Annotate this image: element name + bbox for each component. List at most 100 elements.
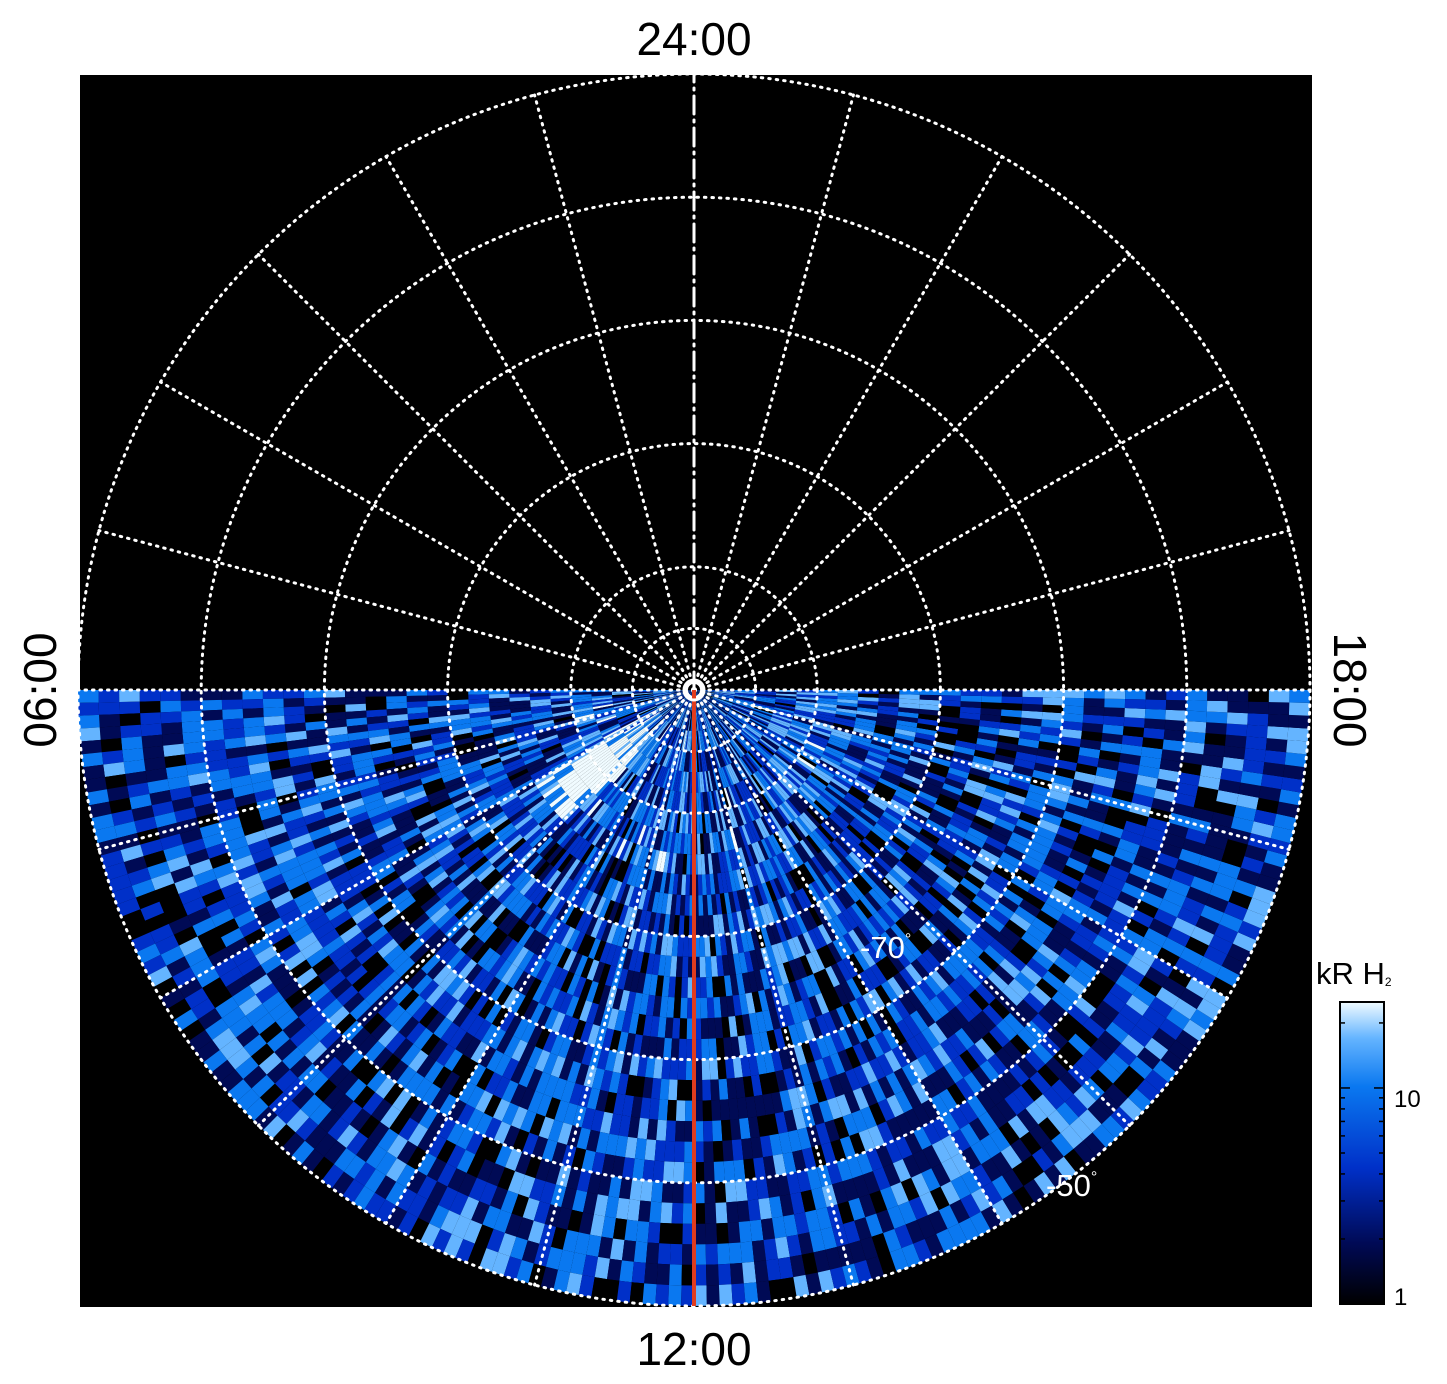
- emission-cell: [475, 1135, 494, 1159]
- emission-cell: [398, 1117, 419, 1141]
- emission-cell: [522, 792, 543, 808]
- emission-cell: [592, 982, 605, 1005]
- emission-cell: [559, 732, 580, 743]
- emission-cell: [528, 763, 549, 776]
- emission-cell: [254, 788, 277, 803]
- emission-cell: [438, 995, 459, 1018]
- emission-cell: [592, 700, 613, 705]
- emission-cell: [561, 880, 577, 901]
- emission-cell: [1144, 708, 1166, 720]
- emission-cell: [641, 804, 652, 825]
- emission-cell: [1185, 710, 1207, 723]
- emission-cell: [518, 1174, 536, 1198]
- emission-cell: [476, 864, 496, 883]
- emission-cell: [644, 761, 656, 781]
- emission-cell: [610, 880, 623, 902]
- emission-cell: [525, 854, 543, 874]
- emission-cell: [426, 1011, 446, 1034]
- emission-cell: [411, 740, 433, 750]
- emission-cell: [286, 825, 310, 841]
- emission-cell: [635, 802, 647, 823]
- emission-cell: [743, 1282, 759, 1304]
- emission-cell: [488, 693, 510, 699]
- emission-cell: [646, 806, 656, 827]
- emission-cell: [528, 883, 546, 903]
- emission-cell: [533, 804, 552, 821]
- emission-cell: [354, 1162, 376, 1186]
- emission-cell: [566, 747, 587, 760]
- emission-cell: [386, 1205, 408, 1230]
- emission-cell: [637, 758, 650, 777]
- emission-cell: [647, 1221, 661, 1244]
- emission-cell: [291, 1140, 315, 1165]
- emission-cell: [351, 751, 373, 763]
- emission-cell: [523, 953, 540, 975]
- emission-cell: [502, 915, 521, 936]
- emission-cell: [508, 807, 528, 823]
- emission-cell: [668, 1079, 678, 1101]
- emission-cell: [193, 868, 217, 887]
- emission-cell: [655, 697, 676, 706]
- emission-cell: [259, 1083, 284, 1107]
- emission-cell: [160, 987, 185, 1010]
- emission-cell: [663, 747, 673, 767]
- emission-cell: [580, 957, 594, 979]
- emission-cell: [605, 943, 617, 966]
- emission-cell: [491, 720, 513, 729]
- emission-cell: [1268, 690, 1290, 703]
- emission-cell: [515, 873, 533, 893]
- emission-cell: [399, 901, 421, 920]
- emission-cell: [540, 867, 558, 887]
- emission-cell: [675, 708, 686, 728]
- emission-cell: [647, 716, 664, 732]
- emission-cell: [497, 911, 516, 932]
- emission-cell: [481, 838, 501, 856]
- emission-cell: [572, 1019, 587, 1042]
- emission-cell: [591, 695, 613, 699]
- emission-cell: [595, 752, 614, 767]
- emission-cell: [244, 829, 268, 846]
- emission-cell: [399, 826, 422, 843]
- emission-cell: [598, 830, 612, 851]
- emission-cell: [225, 835, 249, 853]
- emission-cell: [705, 1243, 719, 1265]
- emission-cell: [628, 753, 643, 771]
- emission-cell: [485, 811, 506, 827]
- emission-cell: [578, 725, 599, 736]
- emission-cell: [464, 910, 484, 930]
- emission-cell: [622, 748, 638, 765]
- emission-cell: [285, 873, 308, 891]
- emission-cell: [254, 856, 278, 874]
- emission-cell: [1266, 726, 1289, 740]
- emission-cell: [428, 715, 450, 724]
- emission-cell: [489, 1186, 508, 1210]
- emission-cell: [493, 785, 515, 799]
- emission-cell: [520, 902, 538, 923]
- emission-cell: [78, 714, 100, 729]
- emission-cell: [182, 896, 207, 916]
- emission-cell: [427, 700, 449, 707]
- emission-cell: [636, 780, 649, 801]
- emission-cell: [471, 993, 490, 1015]
- emission-cell: [460, 808, 481, 824]
- emission-cell: [698, 895, 704, 916]
- emission-cell: [584, 737, 605, 750]
- emission-cell: [614, 742, 632, 758]
- emission-cell: [457, 804, 479, 819]
- emission-cell: [401, 1094, 422, 1118]
- emission-cell: [615, 882, 627, 904]
- emission-cell: [625, 775, 639, 795]
- emission-cell: [226, 755, 249, 769]
- emission-cell: [98, 690, 120, 703]
- emission-cell: [424, 1060, 445, 1084]
- emission-cell: [567, 1061, 582, 1084]
- emission-cell: [603, 900, 616, 921]
- emission-cell: [318, 789, 341, 803]
- emission-cell: [448, 863, 469, 882]
- emission-cell: [205, 1018, 229, 1041]
- emission-cell: [601, 724, 621, 736]
- emission-cell: [665, 747, 674, 768]
- emission-cell: [736, 1200, 750, 1222]
- emission-cell: [497, 1167, 516, 1191]
- emission-cell: [669, 706, 682, 724]
